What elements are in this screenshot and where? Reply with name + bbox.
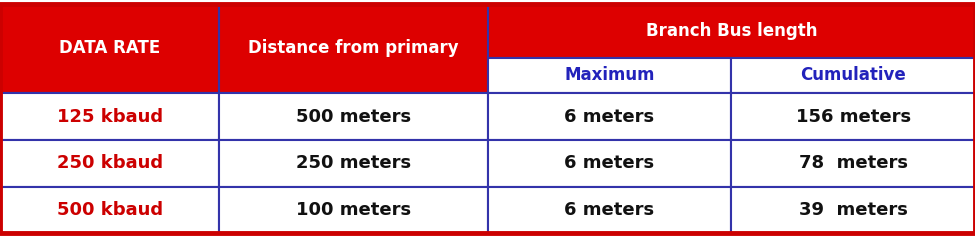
Text: Maximum: Maximum — [565, 66, 654, 84]
Text: 250 kbaud: 250 kbaud — [57, 154, 163, 172]
Bar — [219, 187, 488, 233]
Text: 6 meters: 6 meters — [565, 108, 654, 126]
Text: 78  meters: 78 meters — [799, 154, 908, 172]
Bar — [219, 93, 488, 140]
Text: 6 meters: 6 meters — [565, 201, 654, 219]
Text: Branch Bus length: Branch Bus length — [645, 22, 817, 40]
Text: 125 kbaud: 125 kbaud — [57, 108, 163, 126]
Bar — [0, 140, 219, 187]
Text: 39  meters: 39 meters — [799, 201, 908, 219]
Bar — [219, 140, 488, 187]
Bar — [488, 140, 731, 187]
Text: 100 meters: 100 meters — [295, 201, 411, 219]
Text: DATA RATE: DATA RATE — [59, 39, 160, 57]
Bar — [0, 93, 219, 140]
Bar — [488, 93, 731, 140]
Bar — [731, 93, 975, 140]
Bar — [219, 4, 488, 93]
Bar — [488, 187, 731, 233]
Bar — [0, 4, 219, 93]
Bar — [488, 58, 731, 93]
Text: 500 meters: 500 meters — [295, 108, 411, 126]
Text: Distance from primary: Distance from primary — [248, 39, 459, 57]
Bar — [731, 140, 975, 187]
Text: 250 meters: 250 meters — [295, 154, 411, 172]
Text: 500 kbaud: 500 kbaud — [57, 201, 163, 219]
Bar — [0, 187, 219, 233]
Text: 156 meters: 156 meters — [796, 108, 911, 126]
Text: Cumulative: Cumulative — [800, 66, 906, 84]
Bar — [731, 187, 975, 233]
Text: 6 meters: 6 meters — [565, 154, 654, 172]
Bar — [488, 4, 975, 58]
Bar — [731, 58, 975, 93]
